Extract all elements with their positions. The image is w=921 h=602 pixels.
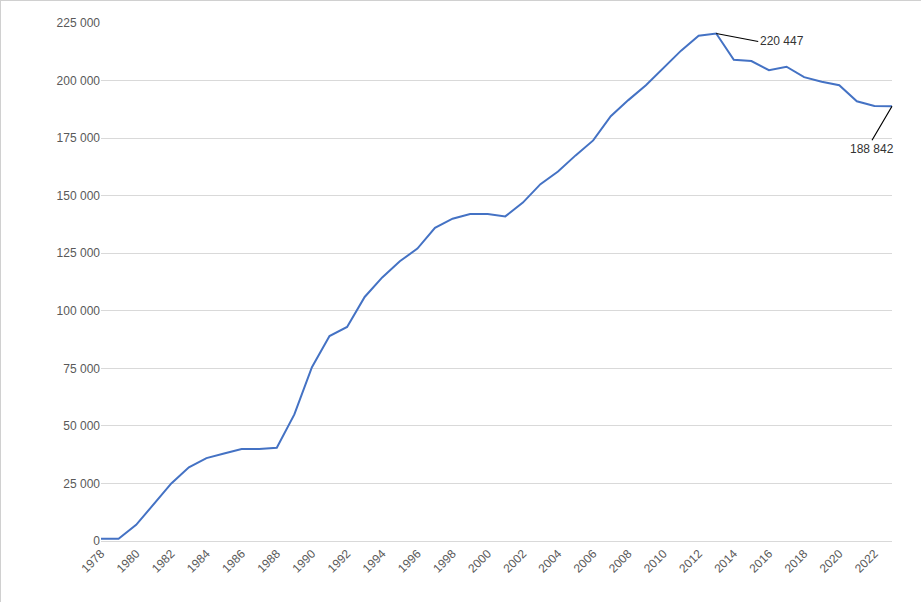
- svg-text:75 000: 75 000: [63, 362, 100, 376]
- svg-text:2018: 2018: [782, 547, 811, 576]
- svg-text:2006: 2006: [571, 547, 600, 576]
- svg-text:1988: 1988: [254, 547, 283, 576]
- svg-text:125 000: 125 000: [57, 246, 101, 260]
- svg-text:1998: 1998: [430, 547, 459, 576]
- svg-text:2002: 2002: [500, 547, 529, 576]
- svg-text:1996: 1996: [395, 547, 424, 576]
- svg-text:2016: 2016: [747, 547, 776, 576]
- svg-text:175 000: 175 000: [57, 131, 101, 145]
- svg-text:100 000: 100 000: [57, 304, 101, 318]
- svg-text:50 000: 50 000: [63, 419, 100, 433]
- svg-text:200 000: 200 000: [57, 74, 101, 88]
- svg-text:220 447: 220 447: [760, 34, 804, 48]
- svg-text:1982: 1982: [149, 547, 178, 576]
- svg-text:225 000: 225 000: [57, 16, 101, 30]
- svg-text:2000: 2000: [465, 547, 494, 576]
- svg-text:1992: 1992: [325, 547, 354, 576]
- svg-text:1984: 1984: [184, 547, 213, 576]
- svg-text:1978: 1978: [79, 547, 108, 576]
- svg-text:1994: 1994: [360, 547, 389, 576]
- svg-text:150 000: 150 000: [57, 189, 101, 203]
- svg-text:188 842: 188 842: [850, 142, 894, 156]
- svg-text:1990: 1990: [290, 547, 319, 576]
- svg-text:1980: 1980: [114, 547, 143, 576]
- svg-text:0: 0: [93, 534, 100, 548]
- svg-text:2020: 2020: [817, 547, 846, 576]
- svg-text:2004: 2004: [536, 547, 565, 576]
- svg-text:2012: 2012: [676, 547, 705, 576]
- svg-text:1986: 1986: [219, 547, 248, 576]
- svg-text:2008: 2008: [606, 547, 635, 576]
- svg-text:25 000: 25 000: [63, 477, 100, 491]
- svg-text:2014: 2014: [711, 547, 740, 576]
- svg-text:2022: 2022: [852, 547, 881, 576]
- svg-text:2010: 2010: [641, 547, 670, 576]
